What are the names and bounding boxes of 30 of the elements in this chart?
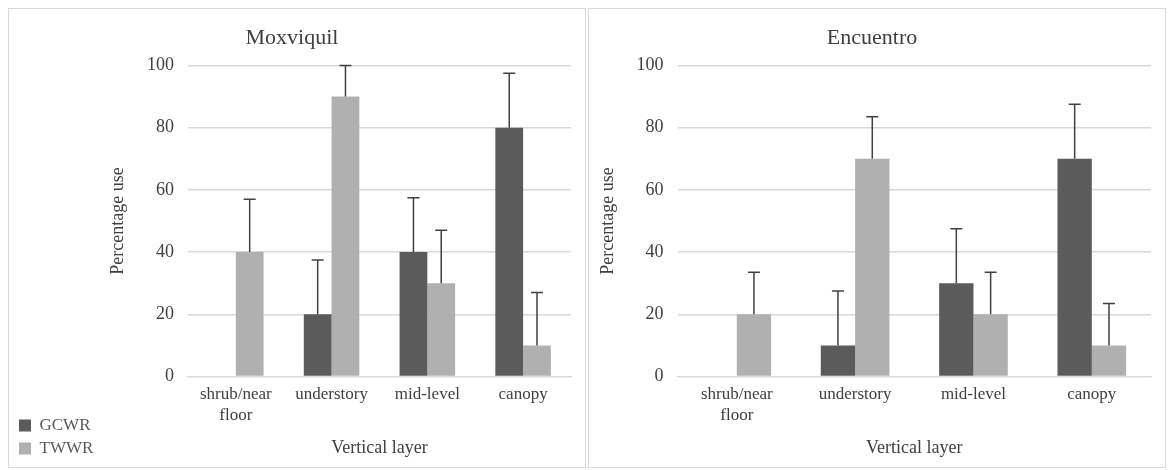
x-axis-title: Vertical layer (331, 436, 428, 457)
x-tick-label: canopy (498, 384, 549, 404)
y-tick-label: 100 (146, 54, 174, 75)
x-tick-label: understory (818, 384, 892, 404)
y-tick-label: 40 (645, 240, 664, 261)
y-tick-label: 40 (155, 240, 174, 261)
category-label: shrub/near (700, 384, 773, 404)
y-tick-label: 0 (654, 365, 664, 386)
x-tick-label: mid-level (394, 384, 461, 404)
legend-label: GCWR (39, 414, 92, 434)
category-label: shrub/near (199, 384, 272, 404)
chart-title: Moxviquil (245, 23, 339, 49)
x-tick-label: understory (295, 384, 369, 404)
y-tick-label: 80 (645, 116, 664, 137)
x-axis-title: Vertical layer (866, 436, 963, 457)
y-axis-title: Percentage use (596, 167, 617, 275)
y-tick-label: 0 (164, 365, 174, 386)
category-label: floor (219, 404, 253, 424)
y-axis-title: Percentage use (106, 167, 127, 275)
category-label: floor (720, 404, 754, 424)
y-tick-label: 100 (636, 54, 664, 75)
x-tick-label: mid-level (940, 384, 1007, 404)
y-tick-label: 20 (155, 303, 174, 324)
y-tick-label: 60 (155, 178, 174, 199)
x-tick-label: canopy (1067, 384, 1117, 404)
y-tick-label: 20 (645, 303, 664, 324)
y-tick-label: 60 (645, 178, 664, 199)
chart-title: Encuentro (826, 23, 918, 49)
legend-label: TWWR (39, 437, 94, 457)
y-tick-label: 80 (155, 116, 174, 137)
